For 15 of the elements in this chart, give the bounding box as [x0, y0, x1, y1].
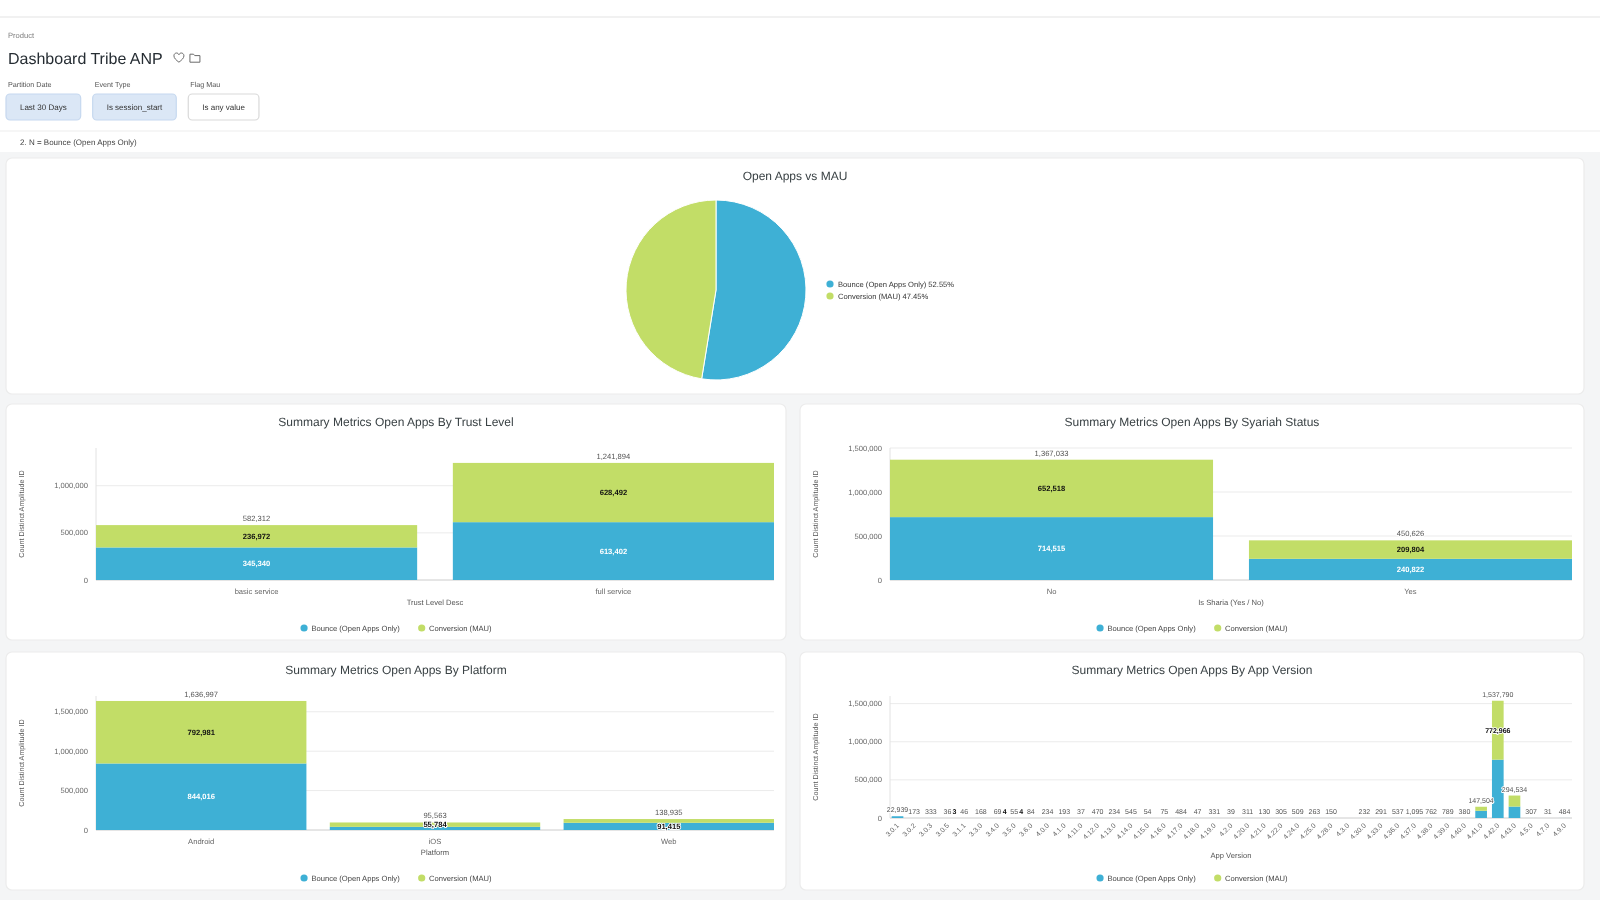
text: Dashboard Tribe ANP [8, 50, 163, 68]
bar [1475, 810, 1487, 818]
bar [96, 700, 307, 764]
bar [452, 522, 774, 580]
bar [1248, 558, 1572, 580]
bar [1508, 795, 1521, 807]
bar [890, 517, 1214, 580]
bar [890, 459, 1214, 518]
bar [96, 547, 418, 580]
bar [96, 525, 418, 548]
bar [1491, 759, 1504, 818]
bar [1248, 540, 1572, 559]
bar [1508, 806, 1521, 818]
bar [452, 462, 774, 523]
bar [96, 763, 307, 830]
